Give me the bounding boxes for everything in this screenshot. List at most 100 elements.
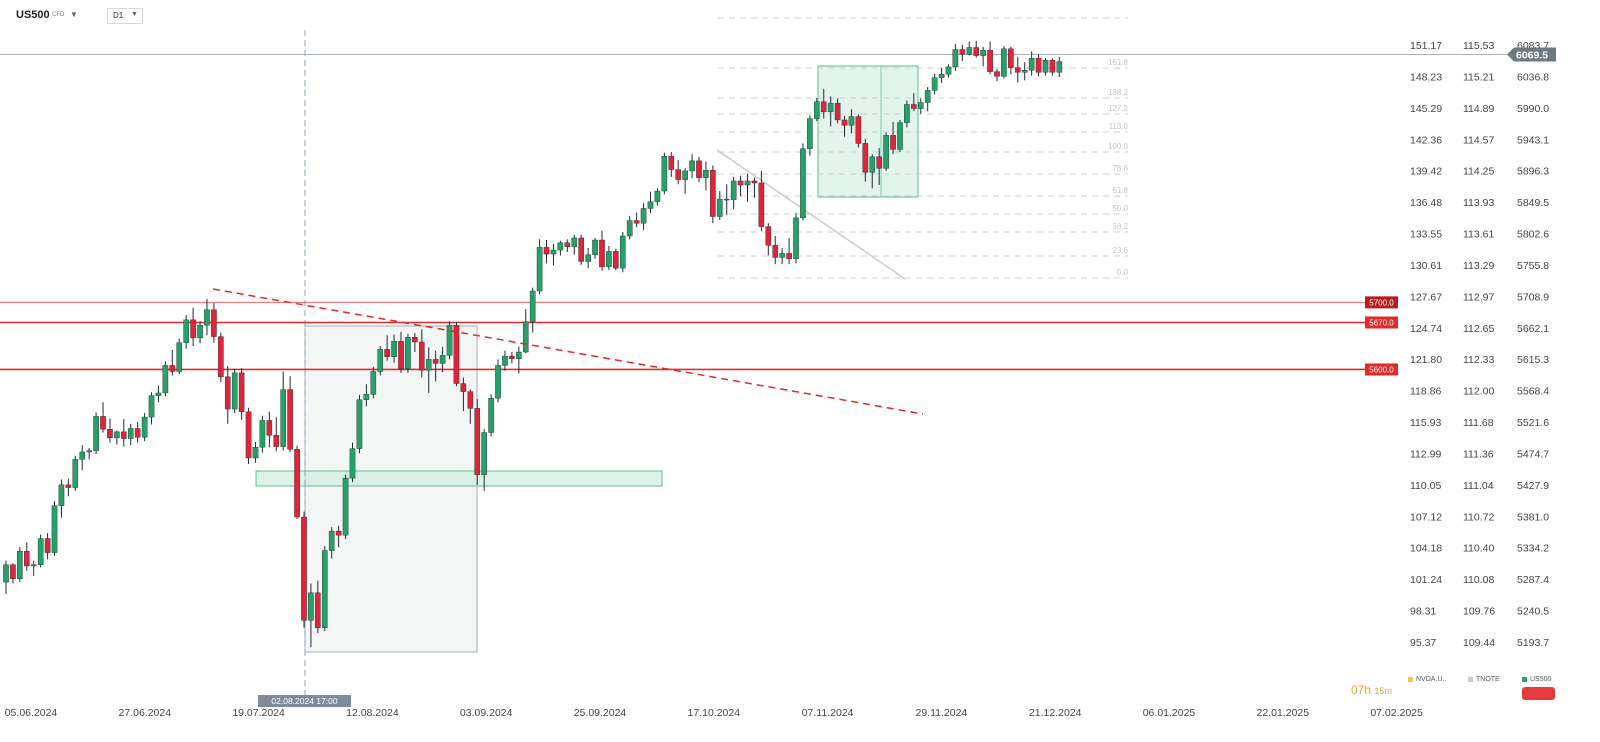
candle-body	[834, 102, 841, 121]
candle-body	[786, 253, 792, 259]
y-tick-nvda: 104.18	[1410, 543, 1442, 555]
candle-body	[1014, 67, 1021, 73]
y-tick-tnote: 110.08	[1463, 574, 1494, 586]
legend-item-tnote[interactable]: TNOTE	[1468, 676, 1500, 683]
x-tick-label: 06.01.2025	[1143, 707, 1196, 719]
candle-body	[294, 449, 300, 518]
symbol-name[interactable]: US500	[16, 9, 50, 21]
alert-badge[interactable]	[1522, 687, 1555, 700]
y-tick-tnote: 109.44	[1463, 637, 1495, 649]
y-tick-us500: 5427.9	[1517, 480, 1549, 492]
candle-body	[550, 249, 557, 255]
candle-body	[79, 451, 86, 460]
candle-body	[425, 359, 432, 371]
candle-body	[162, 365, 169, 394]
candle-body	[606, 251, 612, 268]
candle-body	[994, 71, 1000, 77]
candle-body	[245, 411, 252, 459]
candle-body	[1001, 48, 1007, 77]
y-tick-tnote: 112.97	[1463, 291, 1494, 303]
candle-body	[661, 155, 668, 192]
candle-body	[474, 408, 481, 475]
candle-body	[10, 564, 16, 579]
y-tick-us500: 5662.1	[1517, 323, 1549, 335]
y-tick-us500: 5193.7	[1517, 637, 1549, 649]
candle-body	[72, 459, 79, 488]
candle-body	[793, 217, 799, 259]
candle-body	[3, 564, 9, 583]
y-tick-us500: 5615.3	[1517, 354, 1549, 366]
fib-level-label: 127.2	[1108, 104, 1129, 113]
candle-body	[335, 530, 342, 536]
candle-body	[578, 237, 584, 262]
candle-body	[356, 399, 363, 449]
candle-body	[827, 102, 834, 113]
candle-body	[529, 290, 536, 323]
x-tick-label: 25.09.2024	[574, 707, 627, 719]
candle-body	[633, 220, 640, 224]
candle-body	[848, 116, 855, 126]
fib-level-label: 0.0	[1117, 268, 1129, 277]
candle-body	[703, 170, 709, 178]
y-tick-tnote: 111.04	[1463, 480, 1494, 492]
last-price-label: 6069.5	[1516, 50, 1548, 62]
candle-body	[869, 156, 876, 173]
chevron-down-icon[interactable]: ▼	[70, 10, 78, 19]
y-tick-us500: 5381.0	[1517, 511, 1549, 523]
timeframe-select[interactable]: D1 ▼	[107, 8, 143, 24]
crosshair-date-label: 02.08.2024 17:00	[271, 696, 337, 706]
y-tick-tnote: 115.21	[1463, 71, 1494, 83]
y-tick-us500: 5240.5	[1517, 606, 1549, 618]
candle-body	[619, 235, 626, 269]
candle-body	[564, 242, 571, 247]
y-tick-tnote: 110.40	[1463, 543, 1494, 555]
candle-body	[924, 90, 931, 103]
y-tick-us500: 6036.8	[1517, 71, 1549, 83]
candle-body	[273, 434, 280, 447]
y-tick-nvda: 124.74	[1410, 323, 1442, 335]
candle-body	[315, 592, 321, 628]
y-tick-tnote: 114.57	[1463, 134, 1494, 146]
candle-body	[779, 253, 785, 258]
candle-body	[37, 538, 44, 565]
candle-body	[231, 372, 238, 410]
candle-body	[765, 226, 772, 246]
candle-body	[100, 416, 106, 430]
x-tick-label: 19.07.2024	[232, 707, 285, 719]
candle-body	[224, 376, 231, 410]
candle-body	[904, 104, 910, 123]
y-tick-nvda: 139.42	[1410, 166, 1442, 178]
candle-body	[980, 49, 986, 56]
price-level-tag	[1365, 363, 1398, 376]
y-tick-us500: 5521.6	[1517, 417, 1549, 429]
fib-level-label: 78.6	[1112, 164, 1128, 173]
candle-body	[807, 118, 813, 149]
candle-body	[897, 122, 903, 150]
candle-body	[592, 239, 598, 255]
y-tick-us500: 5708.9	[1517, 291, 1549, 303]
y-tick-us500: 5755.8	[1517, 260, 1549, 272]
legend-item-nvda[interactable]: NVDA.U..	[1408, 676, 1446, 683]
candle-countdown: 07h 15m	[1351, 683, 1392, 697]
candle-body	[218, 336, 224, 378]
candle-body	[647, 201, 654, 209]
candle-body	[522, 321, 529, 353]
candle-body	[585, 254, 591, 262]
candle-body	[266, 420, 273, 436]
candle-body	[86, 450, 92, 453]
candle-body	[467, 391, 474, 409]
y-tick-us500: 5802.6	[1517, 229, 1549, 241]
candle-body	[134, 428, 141, 438]
price-level-label: 5670.0	[1369, 319, 1394, 328]
candle-body	[308, 592, 314, 621]
price-level-tag	[1365, 296, 1398, 309]
candle-body	[1028, 58, 1035, 71]
candle-body	[252, 447, 259, 459]
x-tick-label: 21.12.2024	[1029, 707, 1082, 719]
x-tick-label: 17.10.2024	[688, 707, 741, 719]
candle-body	[855, 116, 862, 144]
y-tick-us500: 5990.0	[1517, 103, 1549, 115]
legend-item-us500[interactable]: US500	[1522, 676, 1551, 683]
candle-body	[917, 102, 924, 109]
